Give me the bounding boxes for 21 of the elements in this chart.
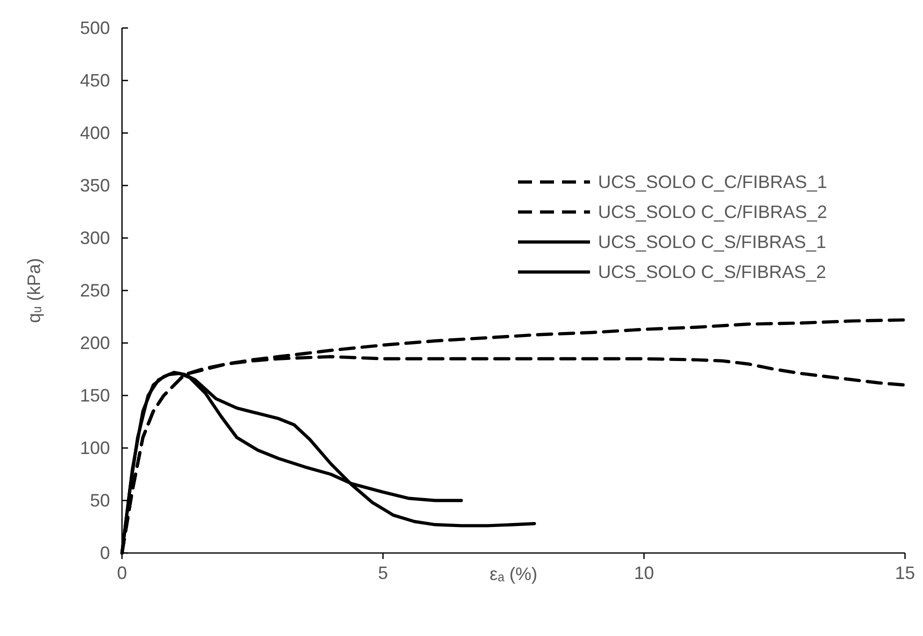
y-tick-label: 350 xyxy=(80,176,110,196)
y-tick-label: 100 xyxy=(80,438,110,458)
x-tick-label: 15 xyxy=(894,563,916,583)
x-axis-title: εₐ (%) xyxy=(490,564,538,584)
y-tick-label: 50 xyxy=(90,490,110,510)
y-axis-title: qᵤ (kPa) xyxy=(24,258,44,323)
legend-label: UCS_SOLO C_S/FIBRAS_1 xyxy=(598,232,826,252)
legend-label: UCS_SOLO C_C/FIBRAS_2 xyxy=(598,202,828,222)
y-tick-label: 500 xyxy=(80,18,110,38)
y-tick-label: 300 xyxy=(80,228,110,248)
x-tick-label: 5 xyxy=(378,563,388,583)
y-tick-label: 450 xyxy=(80,70,110,90)
y-tick-label: 250 xyxy=(80,280,110,300)
x-tick-label: 10 xyxy=(634,563,654,583)
y-tick-label: 400 xyxy=(80,123,110,143)
legend-label: UCS_SOLO C_C/FIBRAS_1 xyxy=(598,172,828,192)
legend-label: UCS_SOLO C_S/FIBRAS_2 xyxy=(598,262,826,282)
y-tick-label: 0 xyxy=(100,543,110,563)
y-tick-label: 200 xyxy=(80,333,110,353)
y-tick-label: 150 xyxy=(80,386,110,406)
x-tick-label: 0 xyxy=(116,563,128,583)
